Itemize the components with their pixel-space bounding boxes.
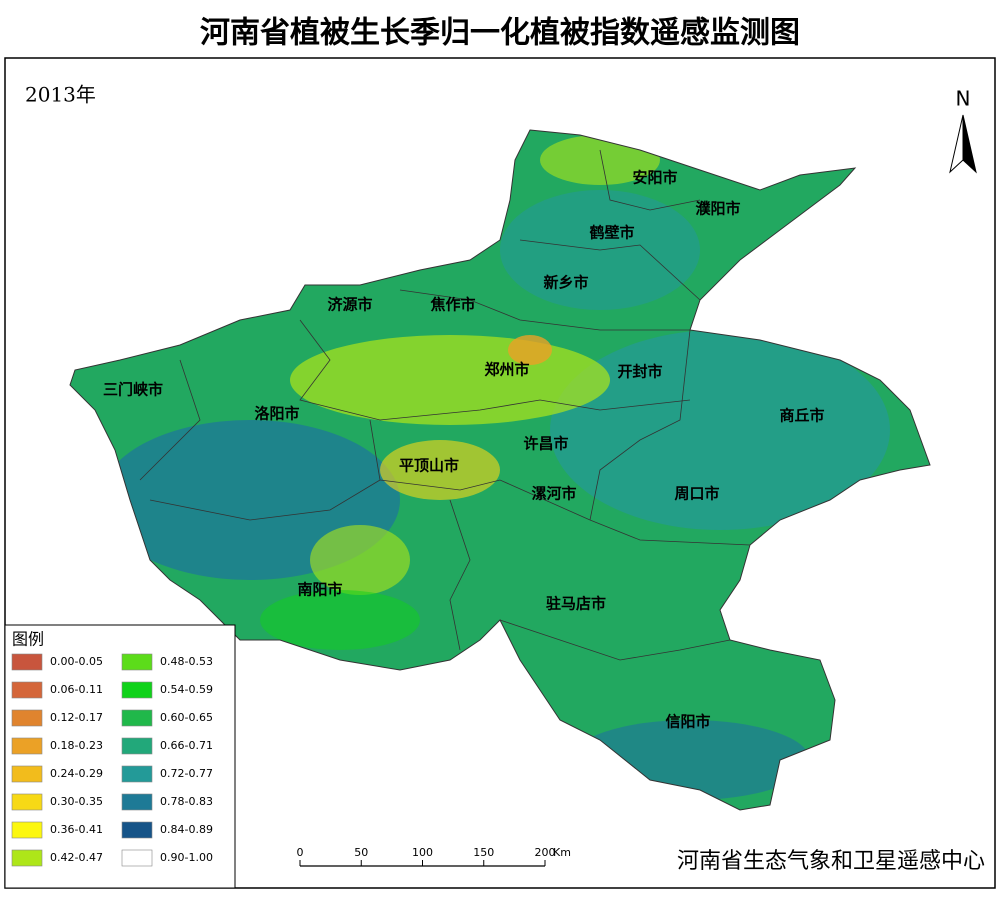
legend: 0.00-0.05 0.06-0.11 0.12-0.17 0.18-0.23 0.24… xyxy=(11,653,213,867)
city-label: 洛阳市 xyxy=(254,405,299,423)
legend-swatch xyxy=(121,849,153,867)
city-label: 许昌市 xyxy=(523,435,568,453)
boundary xyxy=(399,289,690,331)
boundary xyxy=(589,329,691,521)
legend-swatch xyxy=(121,821,153,839)
boundary xyxy=(449,499,471,651)
legend-label: 0.18-0.23 xyxy=(50,739,103,752)
scale-tick-label: 100 xyxy=(412,846,433,859)
legend-label: 0.60-0.65 xyxy=(160,711,213,724)
legend-label: 0.78-0.83 xyxy=(160,795,213,808)
legend-swatch xyxy=(11,765,43,783)
north-arrow: N xyxy=(949,87,977,174)
boundary xyxy=(519,239,701,301)
raster-patch xyxy=(310,525,410,595)
boundary xyxy=(139,359,201,481)
credit: 河南省生态气象和卫星遥感中心 xyxy=(677,849,985,874)
year-label: 2013年 xyxy=(25,83,96,107)
city-label: 三门峡市 xyxy=(103,381,163,399)
city-label: 信阳市 xyxy=(665,713,710,731)
legend-label: 0.06-0.11 xyxy=(50,683,103,696)
city-label: 济源市 xyxy=(327,296,372,314)
raster-patch xyxy=(550,330,890,530)
legend-swatch xyxy=(121,793,153,811)
legend-label: 0.12-0.17 xyxy=(50,711,103,724)
boundary xyxy=(589,519,751,546)
legend-label: 0.72-0.77 xyxy=(160,767,213,780)
raster-patch xyxy=(380,440,500,500)
city-label: 开封市 xyxy=(617,363,662,381)
legend-title: 图例 xyxy=(12,630,44,649)
legend-label: 0.30-0.35 xyxy=(50,795,103,808)
legend-label: 0.42-0.47 xyxy=(50,851,103,864)
city-label: 南阳市 xyxy=(297,581,342,599)
legend-label: 0.48-0.53 xyxy=(160,655,213,668)
city-label: 周口市 xyxy=(674,485,719,503)
legend-swatch xyxy=(121,709,153,727)
legend-label: 0.00-0.05 xyxy=(50,655,103,668)
boundary xyxy=(599,149,701,211)
city-label: 平顶山市 xyxy=(399,457,459,475)
boundary xyxy=(149,479,381,521)
raster-patch xyxy=(260,590,420,650)
map-title: 河南省植被生长季归一化植被指数遥感监测图 xyxy=(200,16,800,51)
raster-patch xyxy=(508,335,552,365)
city-label: 郑州市 xyxy=(484,361,529,379)
raster-patch xyxy=(290,335,610,425)
legend-swatch xyxy=(121,737,153,755)
city-label: 安阳市 xyxy=(632,169,677,187)
legend-label: 0.66-0.71 xyxy=(160,739,213,752)
legend-swatch xyxy=(121,681,153,699)
legend-swatch xyxy=(11,793,43,811)
boundary xyxy=(369,419,591,521)
city-label: 驻马店市 xyxy=(546,595,606,613)
scale-unit: Km xyxy=(553,846,571,859)
legend-swatch xyxy=(11,849,43,867)
legend-label: 0.36-0.41 xyxy=(50,823,103,836)
legend-label: 0.54-0.59 xyxy=(160,683,213,696)
scale-tick-label: 150 xyxy=(473,846,494,859)
city-boundaries xyxy=(139,149,751,661)
scale-tick-label: 50 xyxy=(354,846,368,859)
city-label: 新乡市 xyxy=(543,274,588,292)
legend-box xyxy=(4,624,236,889)
boundary xyxy=(499,619,731,661)
legend-swatch xyxy=(11,681,43,699)
legend-swatch xyxy=(11,653,43,671)
scale-tick-label: 200 xyxy=(535,846,556,859)
legend-swatch xyxy=(121,765,153,783)
legend-label: 0.24-0.29 xyxy=(50,767,103,780)
north-arrow-left xyxy=(949,114,964,174)
city-label: 濮阳市 xyxy=(695,200,740,218)
city-label: 鹤壁市 xyxy=(589,224,634,242)
legend-swatch xyxy=(11,709,43,727)
legend-swatch xyxy=(121,653,153,671)
legend-label: 0.84-0.89 xyxy=(160,823,213,836)
boundary xyxy=(299,319,691,421)
legend-swatch xyxy=(11,821,43,839)
scale-tick-label: 0 xyxy=(297,846,304,859)
legend-swatch xyxy=(11,737,43,755)
legend-label: 0.90-1.00 xyxy=(160,851,213,864)
north-arrow-right xyxy=(962,114,977,174)
city-label: 焦作市 xyxy=(429,296,475,314)
map-frame xyxy=(4,57,996,889)
city-label: 商丘市 xyxy=(779,407,824,425)
city-label: 漯河市 xyxy=(531,485,576,503)
north-label: N xyxy=(956,87,971,111)
